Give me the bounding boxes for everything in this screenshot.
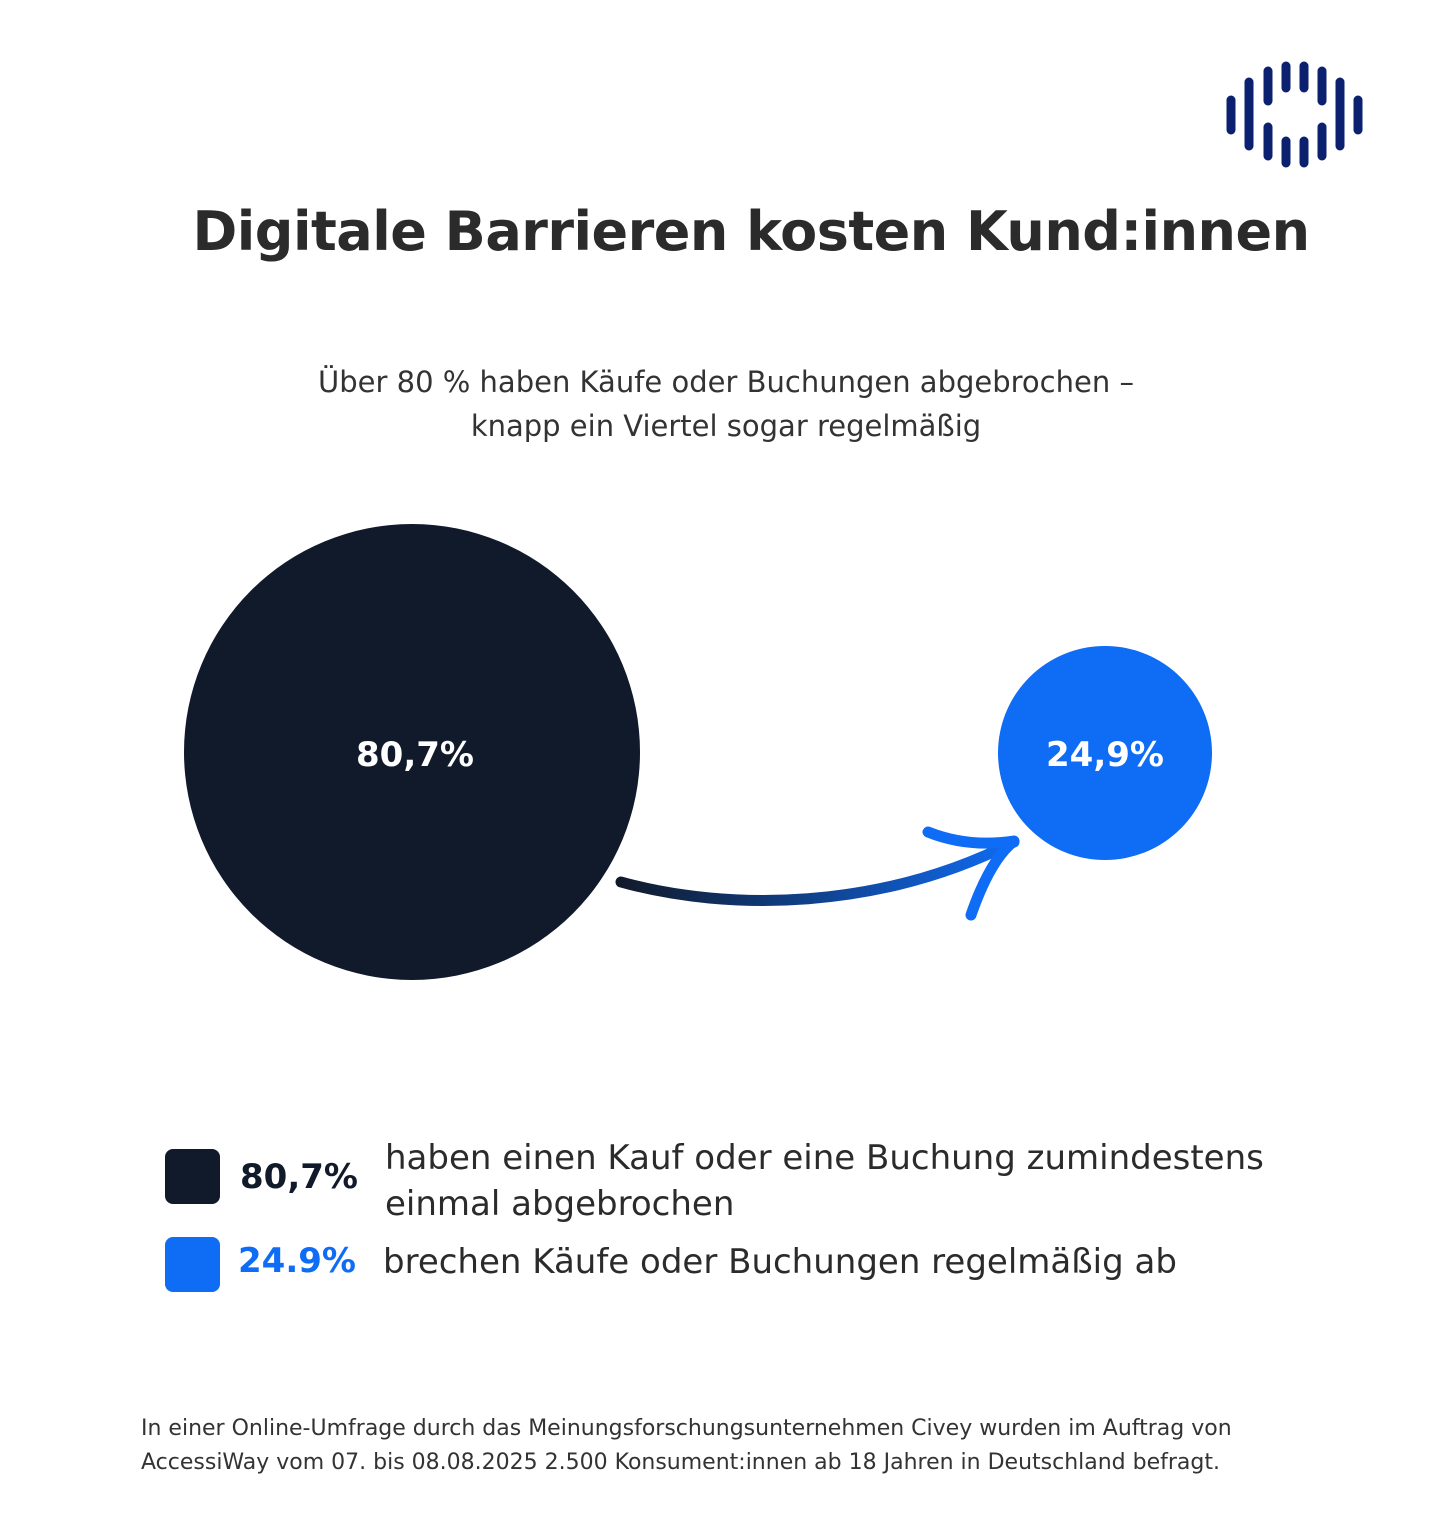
bubble-80-7 <box>184 524 640 980</box>
bubble-label-24-9: 24,9% <box>1046 735 1164 775</box>
legend-value: 24.9% <box>238 1241 356 1281</box>
logo-icon <box>1226 61 1363 168</box>
subtitle: Über 80 % haben Käufe oder Buchungen abg… <box>0 360 1452 448</box>
subtitle-line: Über 80 % haben Käufe oder Buchungen abg… <box>318 365 1134 399</box>
subtitle-line: knapp ein Viertel sogar regelmäßig <box>470 409 982 443</box>
legend-text-line: einmal abgebrochen <box>385 1184 735 1224</box>
footnote-line: AccessiWay vom 07. bis 08.08.2025 2.500 … <box>141 1450 1220 1475</box>
footnote: In einer Online-Umfrage durch das Meinun… <box>141 1412 1341 1480</box>
legend-item-24-9: 24.9% brechen Käufe oder Buchungen regel… <box>165 1237 1177 1292</box>
bubble-label-80-7: 80,7% <box>356 735 474 775</box>
legend-text-line: haben einen Kauf oder eine Buchung zumin… <box>385 1138 1264 1178</box>
legend-item-80-7: 80,7% haben einen Kauf oder eine Buchung… <box>165 1135 1264 1227</box>
bubble-24-9 <box>998 646 1212 860</box>
arrow-icon <box>615 826 1020 921</box>
legend-value: 80,7% <box>240 1157 358 1197</box>
legend-swatch <box>165 1237 220 1292</box>
legend-text: haben einen Kauf oder eine Buchung zumin… <box>385 1135 1264 1227</box>
page-title: Digitale Barrieren kosten Kund:innen <box>192 200 1310 263</box>
footnote-line: In einer Online-Umfrage durch das Meinun… <box>141 1416 1232 1441</box>
legend-swatch <box>165 1149 220 1204</box>
legend-text: brechen Käufe oder Buchungen regelmäßig … <box>383 1239 1177 1285</box>
legend-text-line: brechen Käufe oder Buchungen regelmäßig … <box>383 1242 1177 1282</box>
